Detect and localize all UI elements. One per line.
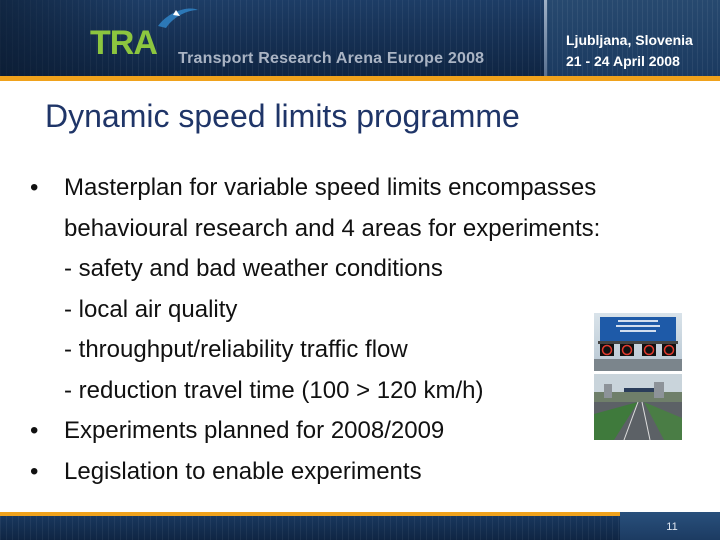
conference-title: Transport Research Arena Europe 2008 xyxy=(178,50,485,67)
sub-item-text: - safety and bad weather conditions xyxy=(64,255,443,282)
sub-item-text: - throughput/reliability traffic flow xyxy=(64,336,408,363)
motorway-photo xyxy=(594,374,682,440)
tra-logo: TRA xyxy=(90,8,198,62)
svg-text:TRA: TRA xyxy=(90,24,157,62)
bullet-text: Legislation to enable experiments xyxy=(64,457,422,485)
banner-fade xyxy=(0,0,140,76)
slide-body: • Masterplan for variable speed limits e… xyxy=(30,168,710,492)
header-banner: TRA Transport Research Arena Europe 2008… xyxy=(0,0,720,76)
bullet-text: Masterplan for variable speed limits enc… xyxy=(64,174,597,201)
sub-item: - local air quality xyxy=(30,290,710,331)
sub-item: - throughput/reliability traffic flow xyxy=(30,330,710,371)
event-location: Ljubljana, Slovenia xyxy=(566,32,693,48)
bullet-text: Experiments planned for 2008/2009 xyxy=(64,417,445,444)
slide-title: Dynamic speed limits programme xyxy=(45,98,520,134)
sub-item-text: - local air quality xyxy=(64,295,238,323)
sub-item: - reduction travel time (100 > 120 km/h) xyxy=(30,371,710,412)
bullet-item: • Experiments planned for 2008/2009 xyxy=(30,411,710,452)
sub-item-text: - reduction travel time (100 > 120 km/h) xyxy=(64,376,484,404)
footer-panel xyxy=(620,512,720,540)
bullet-continuation: behavioural research and 4 areas for exp… xyxy=(30,209,710,250)
footer-accent-stripe xyxy=(0,512,620,516)
header-divider xyxy=(544,0,547,76)
bullet-item: • Legislation to enable experiments xyxy=(30,452,710,493)
bullet-item: • Masterplan for variable speed limits e… xyxy=(30,168,710,209)
bullet-marker: • xyxy=(30,174,39,201)
event-info-panel xyxy=(547,0,720,76)
header-accent-stripe xyxy=(0,76,720,81)
bullet-marker: • xyxy=(30,417,39,444)
bullet-text: behavioural research and 4 areas for exp… xyxy=(64,214,601,242)
overhead-speed-sign-photo xyxy=(594,313,682,371)
page-number: 11 xyxy=(666,521,678,533)
sub-item: - safety and bad weather conditions xyxy=(30,249,710,290)
bullet-marker: • xyxy=(30,457,39,485)
footer-bar xyxy=(0,512,720,540)
event-dates: 21 - 24 April 2008 xyxy=(566,53,680,69)
